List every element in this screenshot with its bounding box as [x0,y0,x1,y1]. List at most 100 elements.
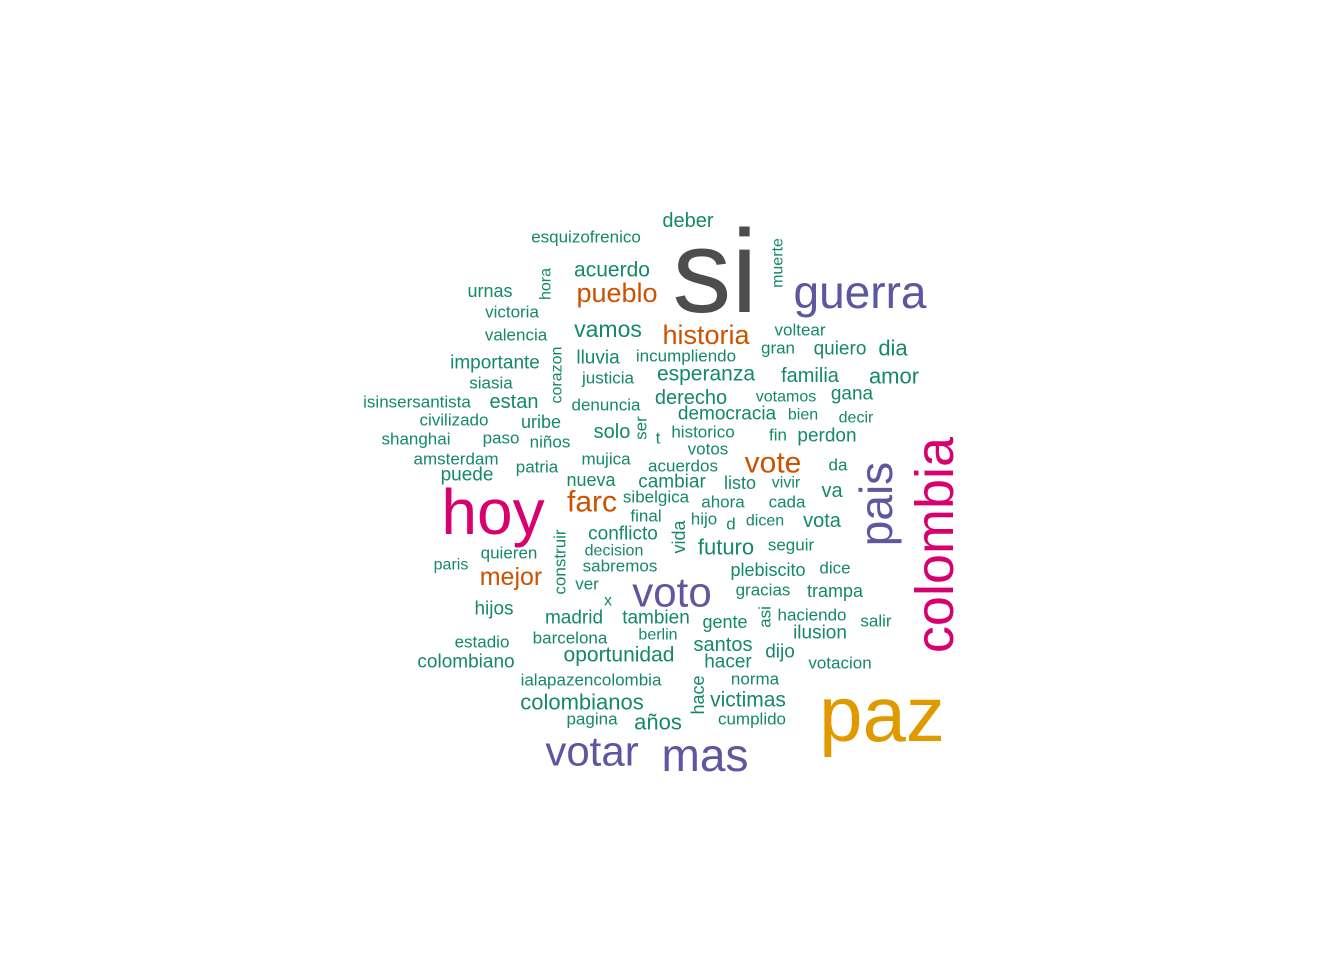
word-tambien: tambien [622,608,690,629]
word-berlin: berlin [638,627,677,644]
word-sibelgica: sibelgica [623,488,690,507]
word-vida: vida [669,520,689,554]
word-familia: familia [781,365,840,387]
word-cambiar: cambiar [638,472,706,493]
word-corazon: corazon [549,347,566,404]
word-deber: deber [662,210,713,232]
word-importante: importante [450,353,540,374]
word-esquizofrenico: esquizofrenico [531,228,641,247]
word-gracias: gracias [736,581,791,600]
word-ialapazencolombia: ialapazencolombia [521,671,662,690]
word-mejor: mejor [480,563,543,591]
word-victimas: victimas [710,689,786,712]
word-oportunidad: oportunidad [564,644,675,667]
word-da: da [829,456,848,475]
word-historico: historico [671,423,734,442]
word-plebiscito: plebiscito [730,560,805,580]
word-denuncia: denuncia [571,396,641,415]
word-futuro: futuro [698,535,754,560]
word-acuerdo: acuerdo [574,259,650,282]
word-d: d [726,515,735,534]
word-colombia: colombia [905,436,965,653]
word-perdon: perdon [797,426,856,447]
word-derecho: derecho [655,387,727,409]
word-barcelona: barcelona [533,629,608,648]
word-votos: votos [688,440,729,459]
word-justicia: justicia [581,369,635,388]
word-si: si [672,206,757,338]
word-ser: ser [632,416,651,440]
word-votar: votar [545,728,638,775]
word-santos: santos [694,634,753,656]
word-incumpliendo: incumpliendo [636,347,736,366]
word-estadio: estadio [455,633,510,652]
word-civilizado: civilizado [420,411,489,430]
word-paris: paris [434,557,469,574]
word-construir: construir [551,529,570,595]
word-hijo: hijo [691,510,717,529]
word-quieren: quieren [481,544,538,563]
word-valencia: valencia [485,326,548,345]
word-hoy: hoy [441,476,544,548]
word-ver: ver [575,575,599,594]
word-hacer: hacer [704,652,752,673]
word-trampa: trampa [807,581,864,601]
word-vivir: vivir [772,475,801,492]
word-gana: gana [831,384,874,405]
word-ilusion: ilusion [793,623,847,644]
word-siasia: siasia [469,374,513,393]
word-voto: voto [632,569,711,616]
word-paso: paso [483,429,520,448]
word-listo: listo [724,473,756,493]
word-madrid: madrid [545,608,603,629]
word-decir: decir [839,410,874,427]
word-gente: gente [702,612,747,632]
word-acuerdos: acuerdos [648,457,718,476]
word-estan: estan [490,391,539,413]
word-lluvia: lluvia [576,348,620,369]
word-haciendo: haciendo [777,606,846,625]
word-colombianos: colombianos [520,690,644,715]
word-farc: farc [567,486,617,519]
word-anos: años [634,710,682,735]
word-fin: fin [769,426,787,445]
word-t: t [656,429,661,448]
word-muerte: muerte [770,238,787,288]
word-dijo: dijo [765,642,795,663]
word-conflicto: conflicto [588,524,658,545]
word-votacion: votacion [808,654,871,673]
word-urnas: urnas [467,281,512,301]
word-cada: cada [769,493,806,512]
word-amsterdam: amsterdam [413,450,498,469]
word-salir: salir [860,612,892,631]
word-va: va [821,480,843,502]
word-uribe: uribe [521,412,561,432]
word-colombiano: colombiano [417,652,514,673]
word-victoria: victoria [485,303,539,322]
word-vote: vote [745,447,802,480]
word-pais: pais [850,462,902,546]
word-dia: dia [878,336,908,361]
word-seguir: seguir [768,536,815,555]
word-esperanza: esperanza [657,363,755,386]
word-hijos: hijos [474,599,513,620]
word-amor: amor [869,364,919,389]
word-decision: decision [585,543,644,560]
word-vota: vota [803,510,842,532]
word-patria: patria [516,458,559,477]
word-gran: gran [761,339,795,358]
word-solo: solo [594,421,631,443]
word-historia: historia [662,320,750,350]
word-dicen: dicen [746,513,784,530]
word-vamos: vamos [574,316,642,342]
word-ahora: ahora [701,493,745,512]
word-x: x [604,593,612,610]
word-asi: asi [756,606,775,628]
word-cumplido: cumplido [718,710,786,729]
word-bien: bien [788,407,818,424]
word-pueblo: pueblo [576,278,657,308]
word-votamos: votamos [756,389,816,406]
word-mujica: mujica [581,450,631,469]
word-final: final [630,507,661,526]
